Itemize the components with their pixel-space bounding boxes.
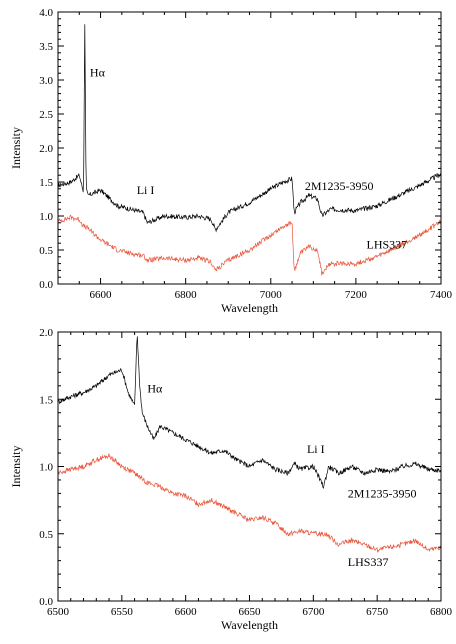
- x-tick-label: 6800: [430, 606, 453, 618]
- series-line-lhs337: [58, 214, 441, 276]
- x-axis-label: Wavelength: [221, 301, 278, 315]
- x-tick-label: 6600: [90, 289, 113, 301]
- y-tick-label: 0.5: [39, 529, 53, 541]
- y-tick-label: 2.5: [39, 109, 53, 121]
- y-axis-label: Intensity: [9, 446, 23, 488]
- x-tick-label: 7200: [345, 289, 368, 301]
- x-tick-label: 6700: [302, 606, 325, 618]
- y-axis-label: Intensity: [9, 127, 23, 169]
- annotation-label: Hα: [147, 382, 163, 396]
- x-tick-label: 6650: [239, 606, 262, 618]
- x-tick-label: 6750: [366, 606, 389, 618]
- top-panel: 6600 6800 7000 7200 7400 0.0 0.5 1.0 1.5 2.0 2.5 3.…: [9, 7, 453, 315]
- y-tick-label: 3.0: [39, 75, 53, 87]
- y-tick-label: 1.0: [39, 462, 53, 474]
- y-tick-label: 0.0: [39, 279, 53, 291]
- y-tick-label: 1.5: [39, 394, 53, 406]
- x-tick-label: 6550: [111, 606, 134, 618]
- series-line-lhs337: [58, 453, 441, 554]
- x-tick-label: 7400: [430, 289, 453, 301]
- annotation-label: LHS337: [367, 238, 408, 252]
- y-tick-label: 0.5: [39, 245, 53, 257]
- annotation-label: Hα: [90, 66, 106, 80]
- series-line-2m1235-3950: [58, 336, 441, 489]
- x-tick-label: 6800: [175, 289, 198, 301]
- y-tick-label: 1.0: [39, 211, 53, 223]
- y-tick-label: 4.0: [39, 7, 53, 19]
- bottom-panel: 6500 6550 6600 6650 6700 6750 6800 0.0 0.5 1.0 1.5…: [9, 327, 453, 632]
- annotation-label: LHS337: [348, 555, 389, 569]
- y-tick-label: 3.5: [39, 41, 53, 53]
- x-axis-label: Wavelength: [221, 618, 278, 632]
- y-tick-label: 2.0: [39, 143, 53, 155]
- x-tick-label: 6500: [47, 606, 70, 618]
- annotation-label: 2M1235-3950: [305, 179, 374, 193]
- x-tick-label: 7000: [260, 289, 283, 301]
- y-tick-label: 1.5: [39, 177, 53, 189]
- series-line-2m1235-3950: [58, 24, 441, 233]
- annotation-label: Li I: [137, 183, 155, 197]
- annotation-label: 2M1235-3950: [348, 486, 417, 500]
- x-tick-label: 6600: [175, 606, 198, 618]
- y-tick-label: 2.0: [39, 327, 53, 339]
- annotation-label: Li I: [307, 442, 325, 456]
- y-tick-label: 0.0: [39, 596, 53, 608]
